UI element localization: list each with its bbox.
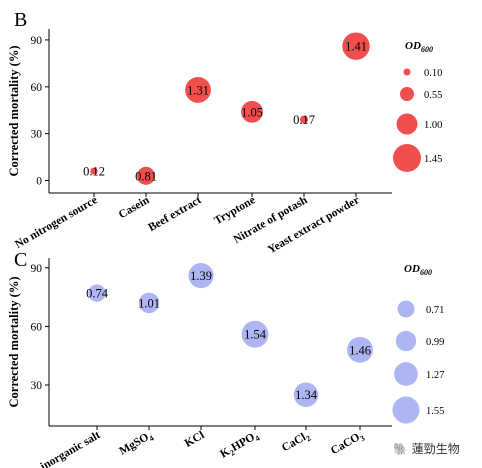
panel-letter: C <box>14 249 27 271</box>
legend-label: 1.27 <box>426 370 444 381</box>
label-subscript: 2 <box>305 434 313 444</box>
watermark-text: 🐘 蓮勁生物 <box>393 442 460 456</box>
y-tick-label: 60 <box>31 82 43 94</box>
x-category-label: MgSO4 <box>117 429 155 459</box>
label-subscript: 3 <box>359 434 367 444</box>
data-bubble <box>136 166 156 185</box>
legend-bubble <box>403 68 411 76</box>
label-part: CaCl <box>280 431 308 454</box>
panel-letter: B <box>14 9 27 31</box>
data-label: 1.54 <box>244 328 267 342</box>
data-label: 1.46 <box>349 343 371 357</box>
legend-bubble <box>392 396 420 424</box>
data-label: 0.81 <box>135 169 157 183</box>
legend-label: 0.99 <box>426 337 444 348</box>
data-bubble <box>188 263 214 289</box>
y-tick-label: 90 <box>31 35 43 47</box>
x-category-label: Tryptone <box>212 194 257 227</box>
data-label: 1.39 <box>190 269 212 283</box>
panel-b: B 0 30 60 90 Corrected mortality (%) No nitrog… <box>7 9 442 256</box>
data-bubble <box>342 32 370 60</box>
label-part: No inorganic salt <box>24 429 103 468</box>
y-tick-label: 60 <box>31 321 43 333</box>
label-subscript: 4 <box>254 434 262 444</box>
data-bubble <box>241 320 269 348</box>
y-axis-title: Corrected mortality (%) <box>7 46 21 177</box>
data-label: 1.34 <box>295 388 318 402</box>
legend-bubble <box>394 362 418 386</box>
label-part: CaCO <box>329 431 362 457</box>
data-bubble <box>138 292 160 314</box>
x-category-label: KCl <box>183 429 207 450</box>
x-category-label: No nitrogen source <box>13 194 99 251</box>
legend-title-main: OD <box>405 40 421 52</box>
y-tick-label: 30 <box>31 380 43 392</box>
data-bubble <box>299 115 309 124</box>
label-subscript: 4 <box>148 434 156 444</box>
data-bubble <box>185 77 211 103</box>
label-part: KCl <box>183 429 207 450</box>
y-tick-label: 30 <box>31 129 43 141</box>
data-label: 1.31 <box>187 83 209 97</box>
legend-title: OD600 <box>404 263 432 277</box>
legend-label: 1.45 <box>424 154 442 165</box>
panel-c: C 30 60 90 Corrected mortality (%) No inorgan… <box>7 249 444 468</box>
data-label: 0.12 <box>83 165 105 179</box>
data-label: 0.17 <box>293 113 315 127</box>
legend-bubble <box>400 87 414 101</box>
legend-title-main: OD <box>404 263 420 275</box>
legend-title-subscript: 600 <box>421 45 433 54</box>
legend-bubble <box>396 113 418 135</box>
x-category-label: K2HPO4 <box>218 429 261 462</box>
x-category-label: No inorganic salt <box>24 429 103 468</box>
data-label: 1.41 <box>345 40 367 54</box>
data-bubble <box>241 100 263 123</box>
x-category-label: CaCO3 <box>329 429 367 459</box>
x-category-label: Casein <box>117 194 152 221</box>
label-part: HPO <box>229 431 257 454</box>
data-label: 0.74 <box>86 287 109 301</box>
legend-label: 1.55 <box>426 406 444 417</box>
y-axis-title: Corrected mortality (%) <box>7 277 21 408</box>
data-label: 1.05 <box>241 105 263 119</box>
x-category-label: CaCl2 <box>280 429 313 456</box>
legend-bubble <box>393 144 421 172</box>
data-bubble <box>90 167 98 175</box>
y-tick-label: 90 <box>31 263 43 275</box>
x-category-label: Beef extract <box>146 194 203 234</box>
data-label: 1.01 <box>138 296 160 310</box>
label-subscript: 2 <box>228 448 236 458</box>
legend-label: 0.71 <box>426 305 444 316</box>
legend-title-subscript: 600 <box>420 268 432 277</box>
legend-label: 1.00 <box>424 120 442 131</box>
label-part: MgSO <box>117 431 151 457</box>
legend-bubble <box>395 330 417 352</box>
legend-label: 0.55 <box>424 90 442 101</box>
legend-title: OD600 <box>405 40 433 54</box>
x-category-label: Yeast extract powder <box>266 194 362 256</box>
data-bubble <box>347 336 373 363</box>
legend-label: 0.10 <box>424 68 442 79</box>
data-bubble <box>88 284 106 302</box>
legend-bubble <box>397 300 415 318</box>
data-bubble <box>293 382 319 407</box>
y-tick-label: 0 <box>36 176 42 188</box>
